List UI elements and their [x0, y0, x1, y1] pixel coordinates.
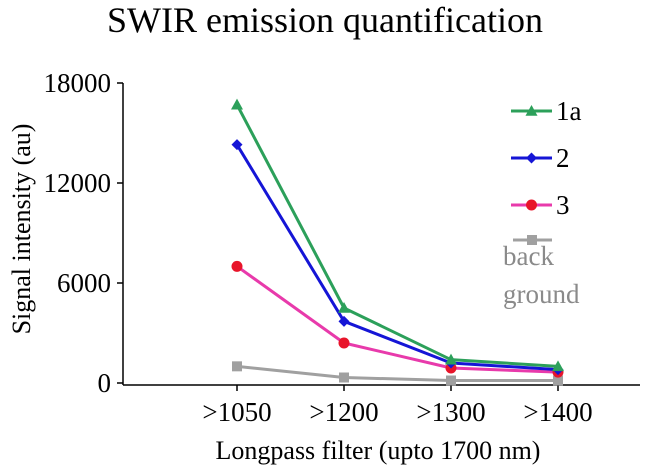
chart-title: SWIR emission quantification	[107, 0, 543, 40]
legend-swatch-marker	[526, 152, 537, 164]
axes	[122, 83, 640, 386]
y-tick-label: 12000	[44, 168, 112, 198]
data-point-3	[231, 260, 243, 272]
data-point-back-ground	[339, 372, 349, 383]
x-ticks: >1050 >1200 >1300 >1400	[202, 385, 593, 427]
legend-label: 3	[556, 190, 570, 220]
data-point-2	[231, 139, 243, 151]
y-tick-label: 0	[98, 368, 112, 398]
series-line-2	[235, 143, 559, 372]
data-point-1a	[445, 353, 457, 365]
data-point-1a	[552, 360, 564, 372]
y-ticks: 0 6000 12000 18000	[44, 68, 123, 398]
legend-label-line-1: back	[503, 241, 554, 271]
legend-swatch-marker	[525, 105, 538, 116]
legend-label-line-2: ground	[503, 279, 580, 309]
series-back-ground	[232, 361, 563, 386]
data-point-back-ground	[232, 361, 242, 372]
legend-item-2: 2	[511, 143, 570, 173]
series-line-3	[236, 265, 559, 374]
legend-item-back-ground: back ground	[503, 235, 580, 309]
x-tick-label: >1050	[202, 397, 271, 427]
series-layer	[231, 98, 564, 386]
legend-item-1a: 1a	[511, 96, 582, 126]
data-point-back-ground	[553, 375, 563, 386]
series-line-back-ground	[236, 364, 558, 382]
y-axis-label: Signal intensity (au)	[7, 124, 36, 335]
x-axis-label: Longpass filter (upto 1700 nm)	[216, 436, 541, 465]
legend-swatch-marker	[527, 235, 537, 245]
y-tick-label: 18000	[44, 68, 112, 98]
series-line-1a	[235, 103, 559, 368]
x-tick-label: >1200	[309, 397, 378, 427]
data-point-back-ground	[446, 375, 456, 386]
x-tick-label: >1300	[416, 397, 485, 427]
data-point-1a	[338, 302, 350, 313]
data-point-1a	[231, 98, 243, 110]
data-point-3	[338, 337, 350, 349]
legend-swatch-marker	[526, 199, 537, 211]
series-1a	[231, 98, 564, 372]
y-tick-label: 6000	[57, 268, 111, 298]
legend-item-3: 3	[511, 190, 570, 220]
x-tick-label: >1400	[523, 397, 592, 427]
legend-label: 2	[556, 143, 570, 173]
data-point-2	[338, 315, 350, 327]
legend-label: 1a	[556, 96, 582, 126]
